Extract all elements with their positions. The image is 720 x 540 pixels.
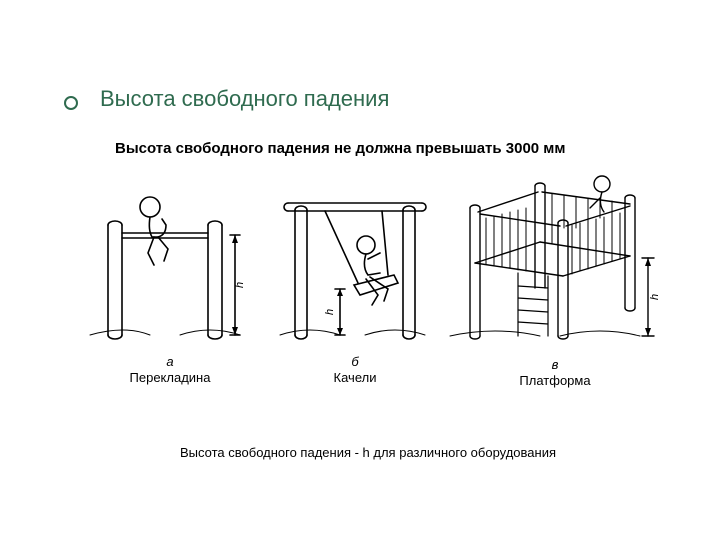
h-label-c: h [649,294,661,300]
diagram-caption-a: Перекладина [80,370,260,386]
diagram-platform: h в Платформа [440,168,670,388]
title-bullet [64,96,78,110]
diagram-letter-b: б [270,354,440,370]
page-title: Высота свободного падения [100,86,389,112]
diagram-caption-c: Платформа [440,373,670,389]
diagram-letter-a: а [80,354,260,370]
figure-footnote: Высота свободного падения - h для различ… [180,445,556,460]
h-label-b: h [324,309,336,315]
diagram-swing: h б Качели [270,175,440,385]
h-label-a: h [234,282,246,288]
diagram-bar: h а Перекладина [80,175,260,385]
rule-statement: Высота свободного падения не должна прев… [115,140,566,157]
diagram-caption-b: Качели [270,370,440,386]
diagram-letter-c: в [440,357,670,373]
